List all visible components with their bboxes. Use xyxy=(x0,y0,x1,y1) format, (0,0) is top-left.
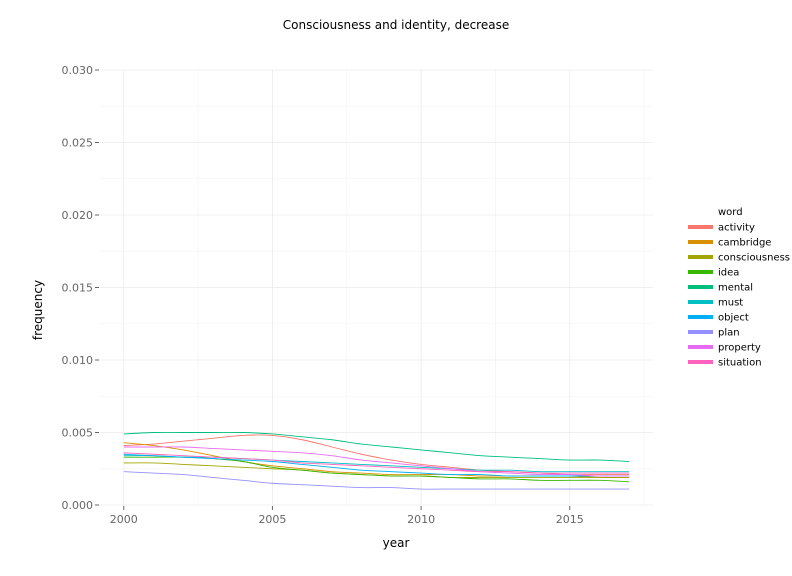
series-line-situation xyxy=(123,452,630,474)
legend-label-consciousness: consciousness xyxy=(718,253,790,264)
legend-label-idea: idea xyxy=(718,268,739,279)
x-tick-label: 2005 xyxy=(258,513,286,526)
series-line-plan xyxy=(123,471,630,490)
legend-key-idea xyxy=(688,270,713,274)
x-tick-label: 2015 xyxy=(556,513,584,526)
series-layer xyxy=(123,431,630,490)
legend-label-object: object xyxy=(718,313,749,324)
axis-ticks: 0.000 0.005 0.010 0.015 0.020 0.025 0.030 2000 2… xyxy=(62,64,584,526)
y-tick-label: 0.020 xyxy=(62,209,94,222)
legend-key-property xyxy=(688,345,713,349)
legend-label-activity: activity xyxy=(718,223,755,234)
legend-key-mental xyxy=(688,285,713,289)
legend-key-cambridge xyxy=(688,240,713,244)
legend-label-situation: situation xyxy=(718,358,762,369)
legend: word activity cambridge consciousness idea m… xyxy=(688,207,790,369)
legend-title: word xyxy=(718,207,743,218)
series-line-property xyxy=(123,446,630,477)
legend-label-cambridge: cambridge xyxy=(718,238,771,249)
grid-layer xyxy=(100,69,653,506)
series-line-object xyxy=(123,453,630,477)
x-tick-label: 2000 xyxy=(110,513,138,526)
x-axis-title: year xyxy=(383,536,410,550)
y-tick-label: 0.025 xyxy=(62,137,94,150)
series-line-idea xyxy=(123,456,630,483)
legend-key-object xyxy=(688,315,713,319)
chart-title: Consciousness and identity, decrease xyxy=(283,18,509,32)
legend-key-activity xyxy=(688,225,713,229)
legend-label-must: must xyxy=(718,298,743,309)
legend-key-must xyxy=(688,300,713,304)
legend-items: activity cambridge consciousness idea mental… xyxy=(688,223,790,369)
y-tick-label: 0.010 xyxy=(62,354,94,367)
legend-label-property: property xyxy=(718,343,761,354)
y-tick-label: 0.005 xyxy=(62,427,94,440)
y-tick-label: 0.000 xyxy=(62,499,94,512)
legend-label-mental: mental xyxy=(718,283,753,294)
series-line-mental xyxy=(123,431,630,462)
legend-key-situation xyxy=(688,360,713,364)
legend-key-consciousness xyxy=(688,255,713,259)
y-tick-label: 0.030 xyxy=(62,64,94,77)
legend-key-plan xyxy=(688,330,713,334)
legend-label-plan: plan xyxy=(718,328,740,339)
y-tick-label: 0.015 xyxy=(62,282,94,295)
x-tick-label: 2010 xyxy=(407,513,435,526)
y-axis-title: frequency xyxy=(31,280,45,340)
